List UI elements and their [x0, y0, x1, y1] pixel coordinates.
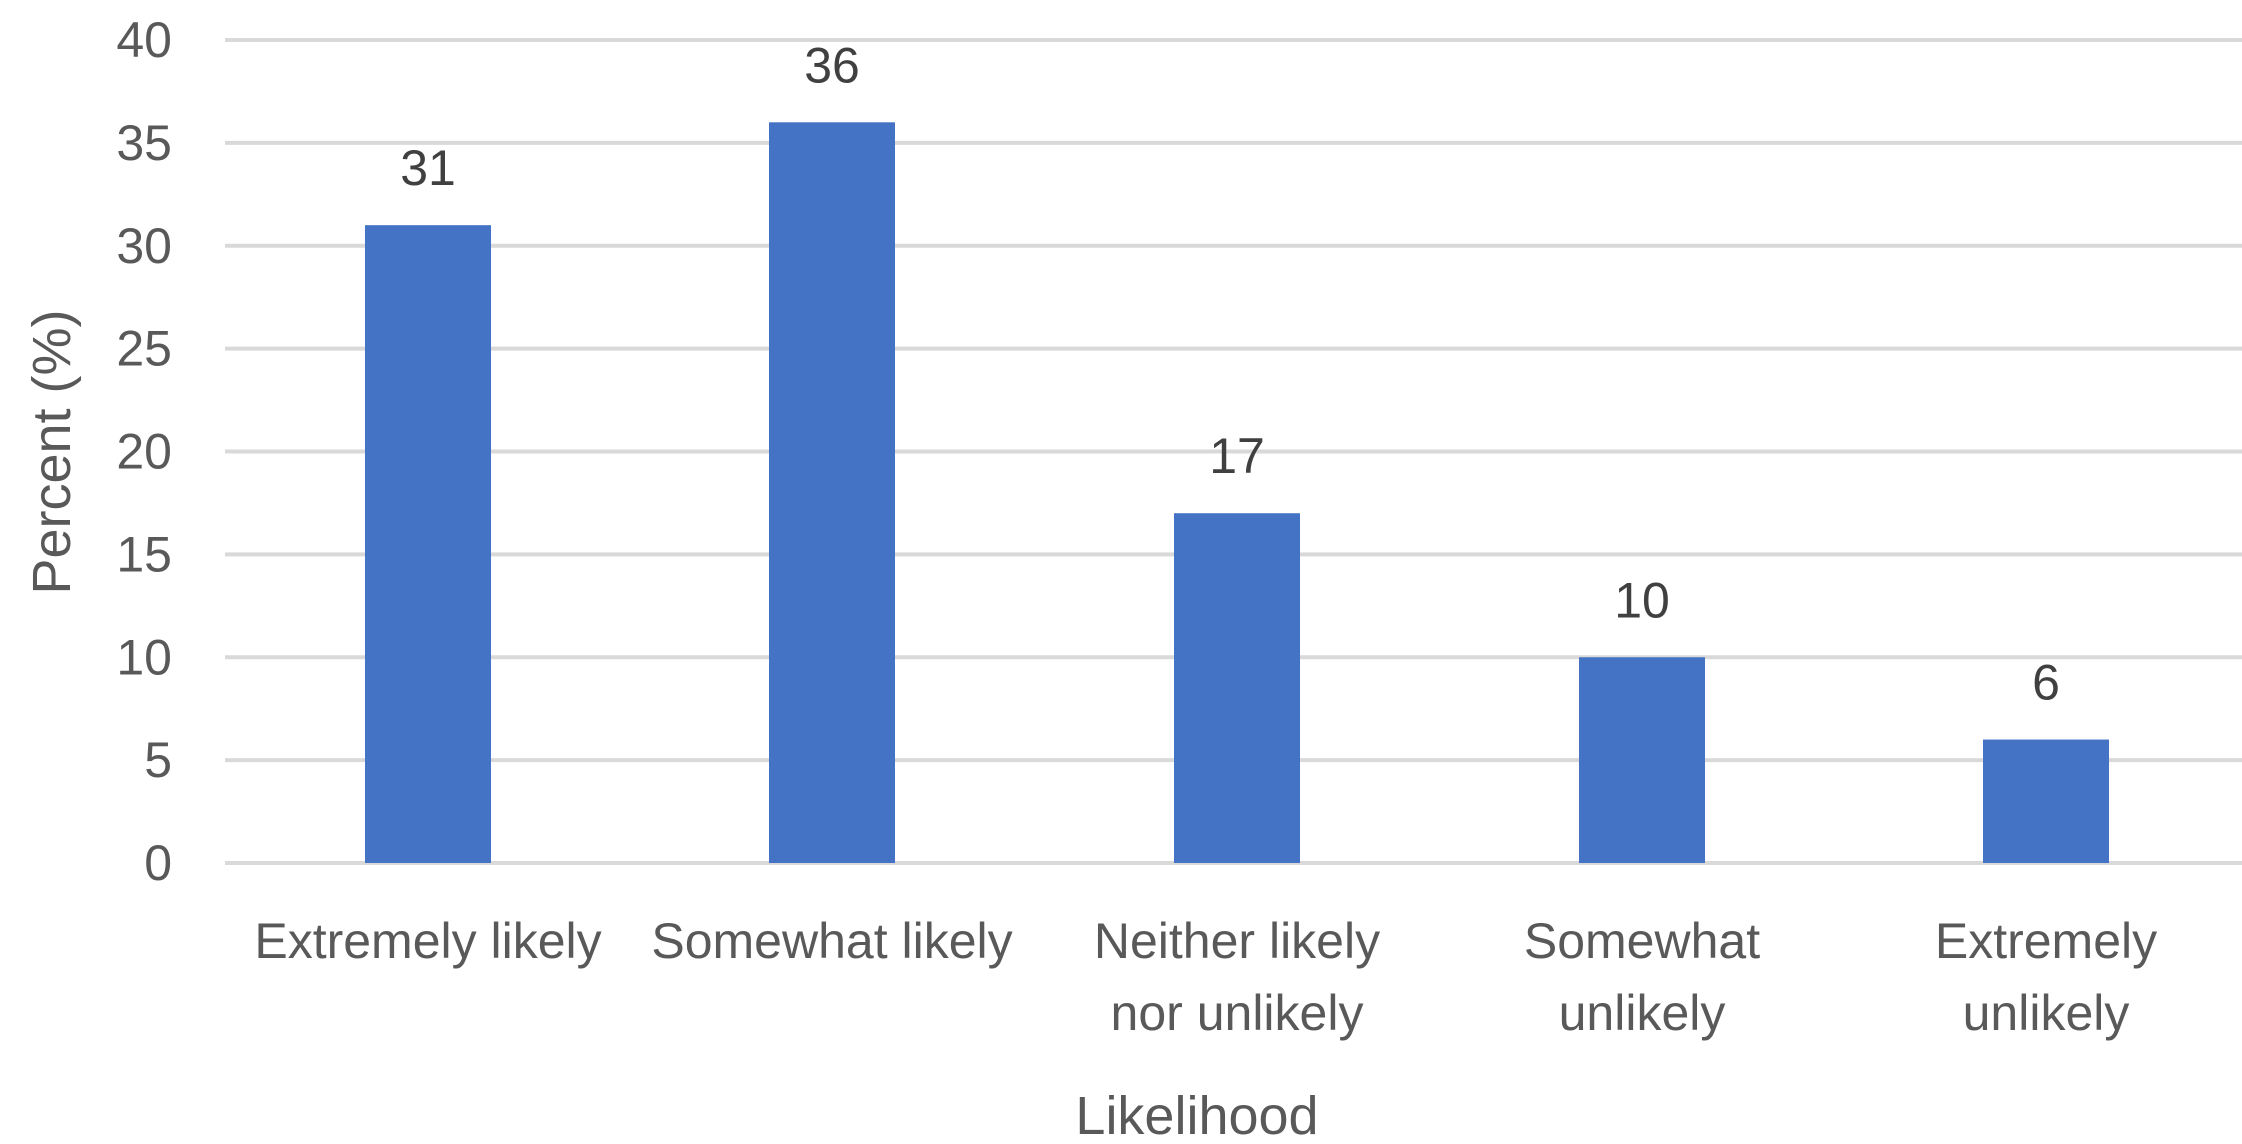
data-labels: 31 36 17 10 6	[400, 37, 2060, 710]
x-category-label: Somewhat likely	[651, 913, 1012, 969]
gridlines	[225, 38, 2242, 865]
data-label: 17	[1209, 428, 1265, 484]
data-label: 6	[2032, 655, 2060, 711]
x-category-label: Extremely likely	[254, 913, 601, 969]
bar	[769, 122, 895, 864]
x-category-label-line: Somewhat	[1524, 913, 1760, 969]
x-category-label-line: unlikely	[1963, 985, 2130, 1041]
y-axis-title: Percent (%)	[22, 309, 82, 594]
data-label: 36	[804, 37, 860, 93]
y-tick-label: 10	[116, 629, 172, 685]
x-category-label: Neither likely nor unlikely	[1094, 913, 1380, 1041]
y-tick-label: 15	[116, 526, 172, 582]
x-category-label: Somewhat unlikely	[1524, 913, 1760, 1041]
x-category-label-line: Extremely likely	[254, 913, 601, 969]
x-category-label-line: Neither likely	[1094, 913, 1380, 969]
y-tick-label: 30	[116, 218, 172, 274]
y-tick-label: 40	[116, 12, 172, 68]
bars	[365, 122, 2109, 864]
bar	[1579, 657, 1705, 863]
x-axis-title: Likelihood	[1075, 1086, 1318, 1144]
y-tick-label: 25	[116, 321, 172, 377]
x-category-label-line: unlikely	[1559, 985, 1726, 1041]
y-tick-label: 0	[144, 835, 172, 891]
y-tick-label: 5	[144, 732, 172, 788]
x-category-label-line: Extremely	[1935, 913, 2157, 969]
bar	[365, 225, 491, 864]
x-category-label-line: Somewhat likely	[651, 913, 1012, 969]
x-category-label-line: nor unlikely	[1111, 985, 1364, 1041]
y-tick-label: 35	[116, 115, 172, 171]
x-category-label: Extremely unlikely	[1935, 913, 2157, 1041]
bar	[1983, 739, 2109, 863]
data-label: 31	[400, 140, 456, 196]
y-tick-label: 20	[116, 424, 172, 480]
x-axis-categories: Extremely likely Somewhat likely Neither l…	[254, 913, 2157, 1041]
bar	[1174, 513, 1300, 863]
y-axis-ticks: 0 5 10 15 20 25 30 35 40	[116, 12, 172, 891]
data-label: 10	[1614, 572, 1670, 628]
